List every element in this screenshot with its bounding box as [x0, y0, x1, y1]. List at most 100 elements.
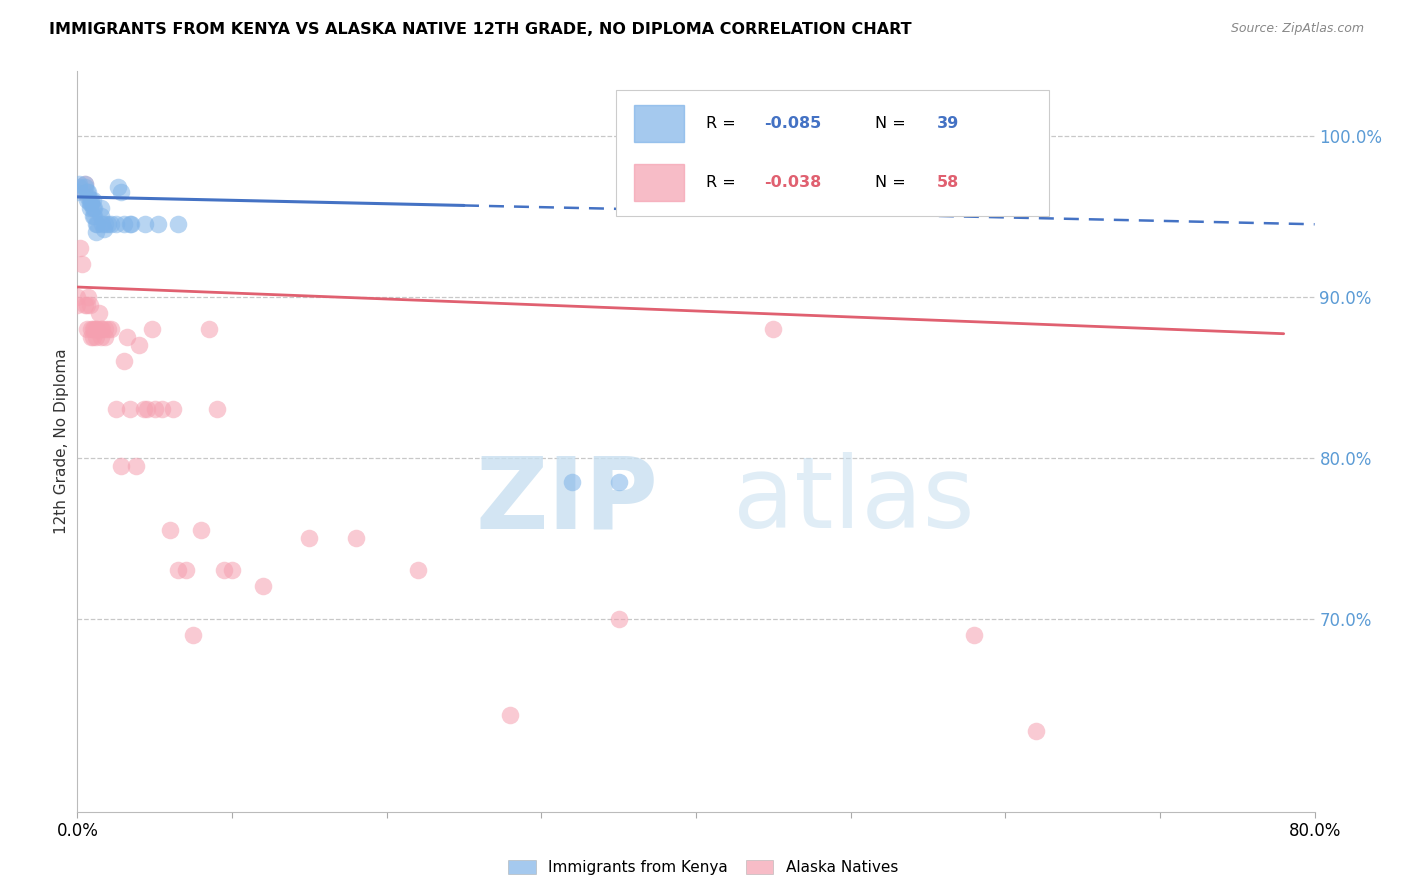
Point [76, 193, 98, 207]
Point [100, 322, 122, 336]
Point [132, 402, 155, 417]
Point [90, 330, 112, 344]
Point [67, 180, 90, 194]
Point [762, 322, 785, 336]
Point [84, 330, 107, 344]
Point [128, 338, 150, 352]
Point [152, 402, 174, 417]
Point [159, 523, 181, 537]
Point [82, 322, 104, 336]
Point [183, 628, 205, 642]
Point [67, 177, 90, 191]
Point [70, 258, 93, 272]
Point [84, 225, 107, 239]
Point [75, 177, 96, 191]
Point [83, 209, 105, 223]
Point [97, 217, 120, 231]
Point [75, 180, 96, 194]
Point [79, 201, 101, 215]
Point [190, 523, 212, 537]
Point [607, 475, 630, 489]
Point [83, 201, 105, 215]
Point [221, 563, 243, 577]
Point [136, 402, 159, 417]
Point [76, 322, 98, 336]
Point [79, 298, 101, 312]
Point [174, 563, 197, 577]
Point [69, 241, 91, 255]
Point [134, 217, 156, 231]
Point [105, 217, 128, 231]
Point [75, 177, 96, 191]
Text: R =: R = [706, 116, 741, 131]
Point [110, 458, 132, 473]
Point [90, 201, 112, 215]
Point [94, 330, 117, 344]
Point [82, 330, 104, 344]
Point [83, 322, 105, 336]
Point [143, 402, 166, 417]
Point [963, 628, 986, 642]
Point [66, 290, 89, 304]
Text: -0.038: -0.038 [763, 175, 821, 190]
Text: Source: ZipAtlas.com: Source: ZipAtlas.com [1230, 22, 1364, 36]
Point [125, 458, 148, 473]
Point [100, 217, 122, 231]
Text: N =: N = [876, 175, 911, 190]
Text: 58: 58 [938, 175, 959, 190]
Point [121, 217, 143, 231]
Point [141, 322, 163, 336]
Point [66, 185, 89, 199]
Point [86, 322, 108, 336]
Point [146, 217, 169, 231]
Point [205, 402, 228, 417]
Point [298, 531, 321, 545]
Point [118, 217, 141, 231]
Point [499, 708, 522, 723]
Point [76, 298, 98, 312]
Point [1025, 724, 1047, 739]
Text: R =: R = [706, 175, 741, 190]
Text: N =: N = [876, 116, 911, 131]
Point [94, 322, 117, 336]
Point [344, 531, 367, 545]
Point [406, 563, 429, 577]
Point [66, 298, 89, 312]
Point [105, 402, 128, 417]
Point [75, 298, 96, 312]
Point [93, 222, 115, 236]
Point [107, 180, 129, 194]
Point [167, 217, 190, 231]
Point [79, 196, 101, 211]
Bar [634, 164, 683, 201]
Point [82, 209, 104, 223]
Point [80, 193, 103, 207]
Point [112, 217, 135, 231]
Point [80, 322, 103, 336]
Point [214, 563, 236, 577]
Y-axis label: 12th Grade, No Diploma: 12th Grade, No Diploma [53, 349, 69, 534]
Point [77, 290, 100, 304]
Point [90, 322, 112, 336]
Text: atlas: atlas [733, 452, 974, 549]
Point [90, 209, 112, 223]
Text: ZIP: ZIP [477, 452, 659, 549]
Point [118, 402, 141, 417]
Point [84, 217, 107, 231]
Point [91, 217, 114, 231]
Text: IMMIGRANTS FROM KENYA VS ALASKA NATIVE 12TH GRADE, NO DIPLOMA CORRELATION CHART: IMMIGRANTS FROM KENYA VS ALASKA NATIVE 1… [49, 22, 912, 37]
Text: -0.085: -0.085 [763, 116, 821, 131]
Point [607, 611, 630, 625]
Point [87, 306, 110, 320]
Point [86, 217, 108, 231]
Point [97, 322, 120, 336]
Point [162, 402, 184, 417]
Point [198, 322, 221, 336]
Point [82, 201, 104, 215]
Point [112, 354, 135, 368]
Point [72, 185, 94, 199]
Point [110, 185, 132, 199]
FancyBboxPatch shape [616, 90, 1049, 216]
Point [80, 330, 103, 344]
Point [77, 185, 100, 199]
